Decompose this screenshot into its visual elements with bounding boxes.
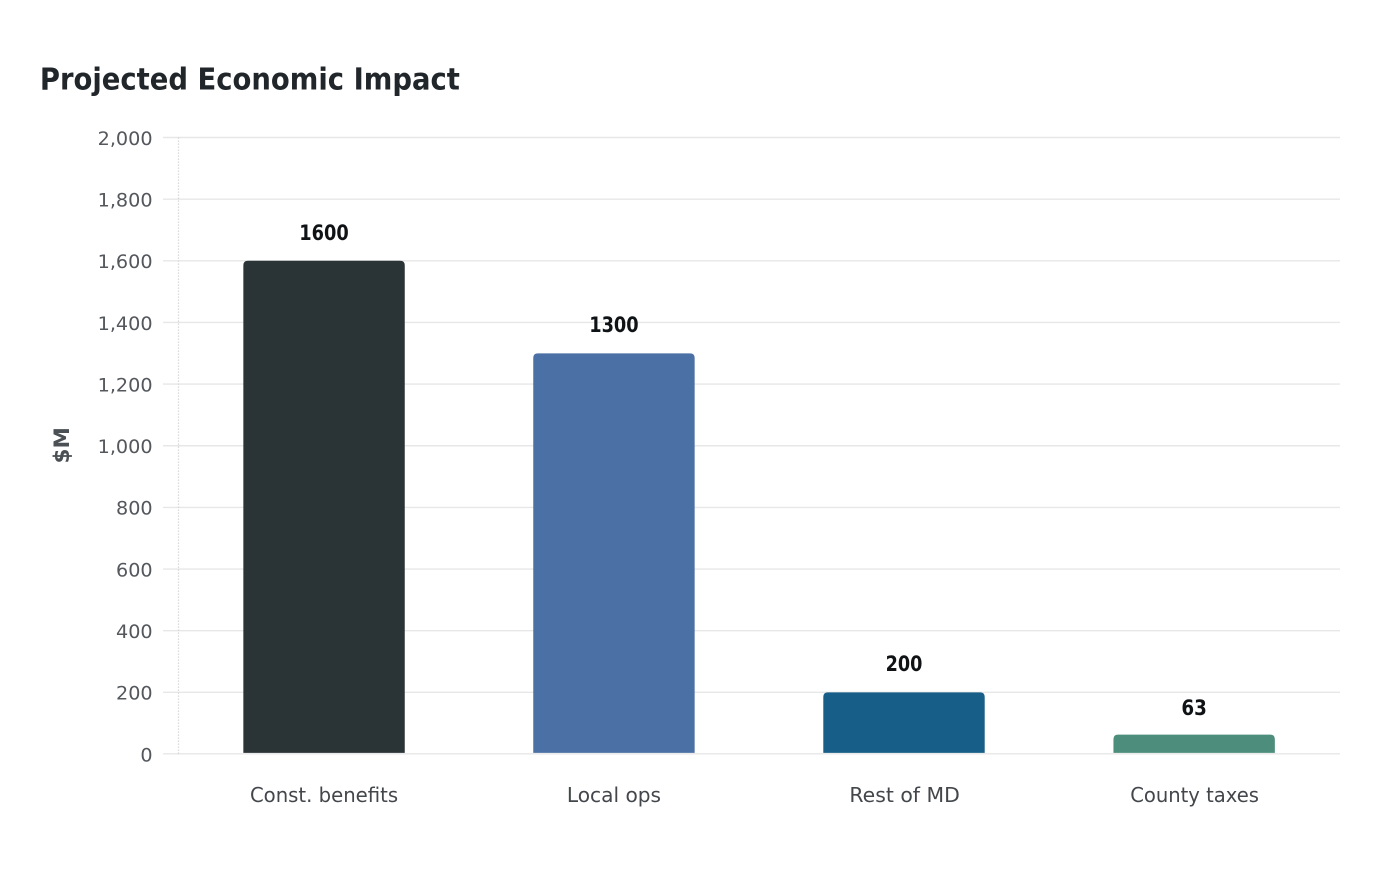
svg-text:1,600: 1,600 [98, 251, 153, 273]
svg-text:0: 0 [140, 744, 152, 766]
svg-text:1,800: 1,800 [98, 190, 153, 212]
svg-text:Projected Economic Impact: Projected Economic Impact [40, 63, 460, 98]
svg-text:1,200: 1,200 [98, 374, 153, 396]
svg-text:200: 200 [886, 652, 923, 677]
svg-text:1,000: 1,000 [98, 436, 153, 458]
svg-text:County taxes: County taxes [1130, 783, 1259, 807]
svg-text:1300: 1300 [589, 313, 639, 338]
svg-text:1600: 1600 [299, 221, 349, 246]
svg-text:200: 200 [116, 683, 153, 705]
svg-text:1,400: 1,400 [98, 313, 153, 335]
svg-text:400: 400 [116, 621, 153, 643]
svg-text:2,000: 2,000 [98, 128, 153, 150]
svg-text:600: 600 [116, 559, 153, 581]
svg-text:800: 800 [116, 498, 153, 520]
svg-text:Local ops: Local ops [567, 783, 661, 807]
svg-text:Const. benefits: Const. benefits [250, 783, 398, 807]
svg-text:$M: $M [50, 427, 74, 463]
svg-text:Rest of MD: Rest of MD [849, 783, 959, 807]
svg-text:63: 63 [1181, 696, 1207, 721]
